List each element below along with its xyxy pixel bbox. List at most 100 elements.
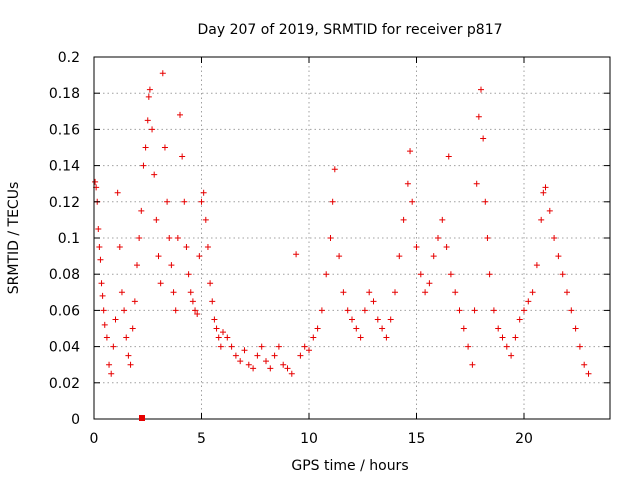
data-point	[521, 307, 527, 314]
data-point	[103, 334, 110, 341]
data-point	[529, 289, 536, 296]
data-points	[92, 70, 592, 377]
data-point	[551, 235, 558, 241]
data-point	[344, 307, 351, 314]
x-axis-label: GPS time / hours	[291, 458, 408, 474]
data-point	[185, 271, 192, 278]
data-point	[581, 361, 588, 368]
data-point	[564, 289, 570, 296]
data-point	[271, 352, 278, 359]
data-point	[480, 135, 487, 142]
axis-ticks	[93, 56, 610, 420]
y-tick-label: 0.1	[58, 231, 80, 247]
data-point	[207, 280, 214, 287]
data-point	[114, 189, 121, 196]
data-point	[118, 289, 125, 296]
data-point	[136, 235, 143, 241]
data-point	[486, 271, 493, 278]
data-point	[121, 307, 128, 314]
data-point	[353, 325, 360, 332]
y-tick-label: 0.2	[58, 50, 80, 66]
data-point	[525, 298, 532, 305]
data-point	[220, 329, 226, 336]
data-point	[183, 244, 190, 251]
data-point	[134, 262, 140, 269]
data-point	[465, 343, 472, 350]
data-point	[254, 352, 261, 359]
data-point	[155, 253, 162, 260]
data-point	[138, 207, 145, 214]
x-tick-label: 0	[90, 431, 99, 447]
data-point	[267, 365, 274, 372]
data-point	[127, 361, 134, 368]
data-point	[447, 271, 454, 278]
data-point	[374, 316, 381, 323]
data-point	[310, 334, 317, 341]
data-point	[293, 251, 300, 258]
data-point	[361, 307, 368, 314]
data-point	[250, 365, 257, 372]
data-point	[392, 289, 398, 296]
data-point	[396, 253, 403, 260]
data-point	[503, 343, 510, 350]
data-point	[512, 334, 519, 341]
data-point	[585, 370, 592, 377]
data-point	[194, 311, 201, 318]
data-point	[202, 216, 209, 223]
data-point	[327, 235, 334, 241]
data-point	[422, 289, 429, 296]
data-point	[452, 289, 459, 296]
grid-lines	[94, 57, 610, 419]
data-point	[306, 347, 312, 354]
data-point	[196, 253, 203, 260]
data-point	[144, 117, 151, 124]
data-point	[237, 358, 244, 365]
data-point	[357, 334, 364, 341]
data-point	[170, 289, 177, 296]
y-tick-label: 0.16	[49, 122, 80, 138]
data-point	[329, 198, 336, 205]
data-point	[484, 235, 491, 241]
data-point	[232, 352, 239, 359]
y-tick-label: 0.12	[49, 195, 80, 211]
data-point	[456, 307, 463, 314]
data-point	[370, 298, 377, 305]
data-point	[181, 198, 188, 205]
data-point	[245, 361, 252, 368]
data-point	[400, 216, 407, 223]
x-tick-label: 10	[300, 431, 318, 447]
data-point	[174, 235, 181, 241]
data-point	[100, 307, 107, 314]
data-point	[555, 253, 562, 260]
data-point	[540, 189, 547, 196]
data-point	[95, 225, 102, 232]
data-point	[189, 298, 196, 305]
data-point	[92, 178, 99, 185]
data-point	[198, 198, 205, 205]
y-tick-label: 0.04	[49, 340, 80, 356]
data-point	[366, 289, 373, 296]
data-point	[110, 343, 117, 350]
data-point	[125, 352, 132, 359]
data-point	[340, 289, 347, 296]
data-point	[413, 244, 420, 251]
data-point	[336, 253, 343, 260]
data-point	[318, 307, 325, 314]
data-point	[533, 262, 540, 269]
data-point	[475, 113, 482, 120]
data-point	[499, 334, 506, 341]
x-tick-label: 5	[197, 431, 206, 447]
y-tick-labels: 0 0.02 0.04 0.06 0.08 0.1 0.12 0.14 0.16 0.18 0.2	[49, 50, 80, 428]
data-point	[508, 352, 515, 359]
data-point	[168, 262, 175, 269]
data-point	[383, 334, 390, 341]
data-point	[146, 86, 153, 93]
data-point	[217, 343, 224, 350]
x-axis-marker	[139, 415, 145, 421]
data-point	[159, 70, 166, 77]
data-point	[164, 198, 171, 205]
data-point	[187, 289, 194, 296]
data-point	[572, 325, 579, 332]
data-point	[469, 361, 476, 368]
